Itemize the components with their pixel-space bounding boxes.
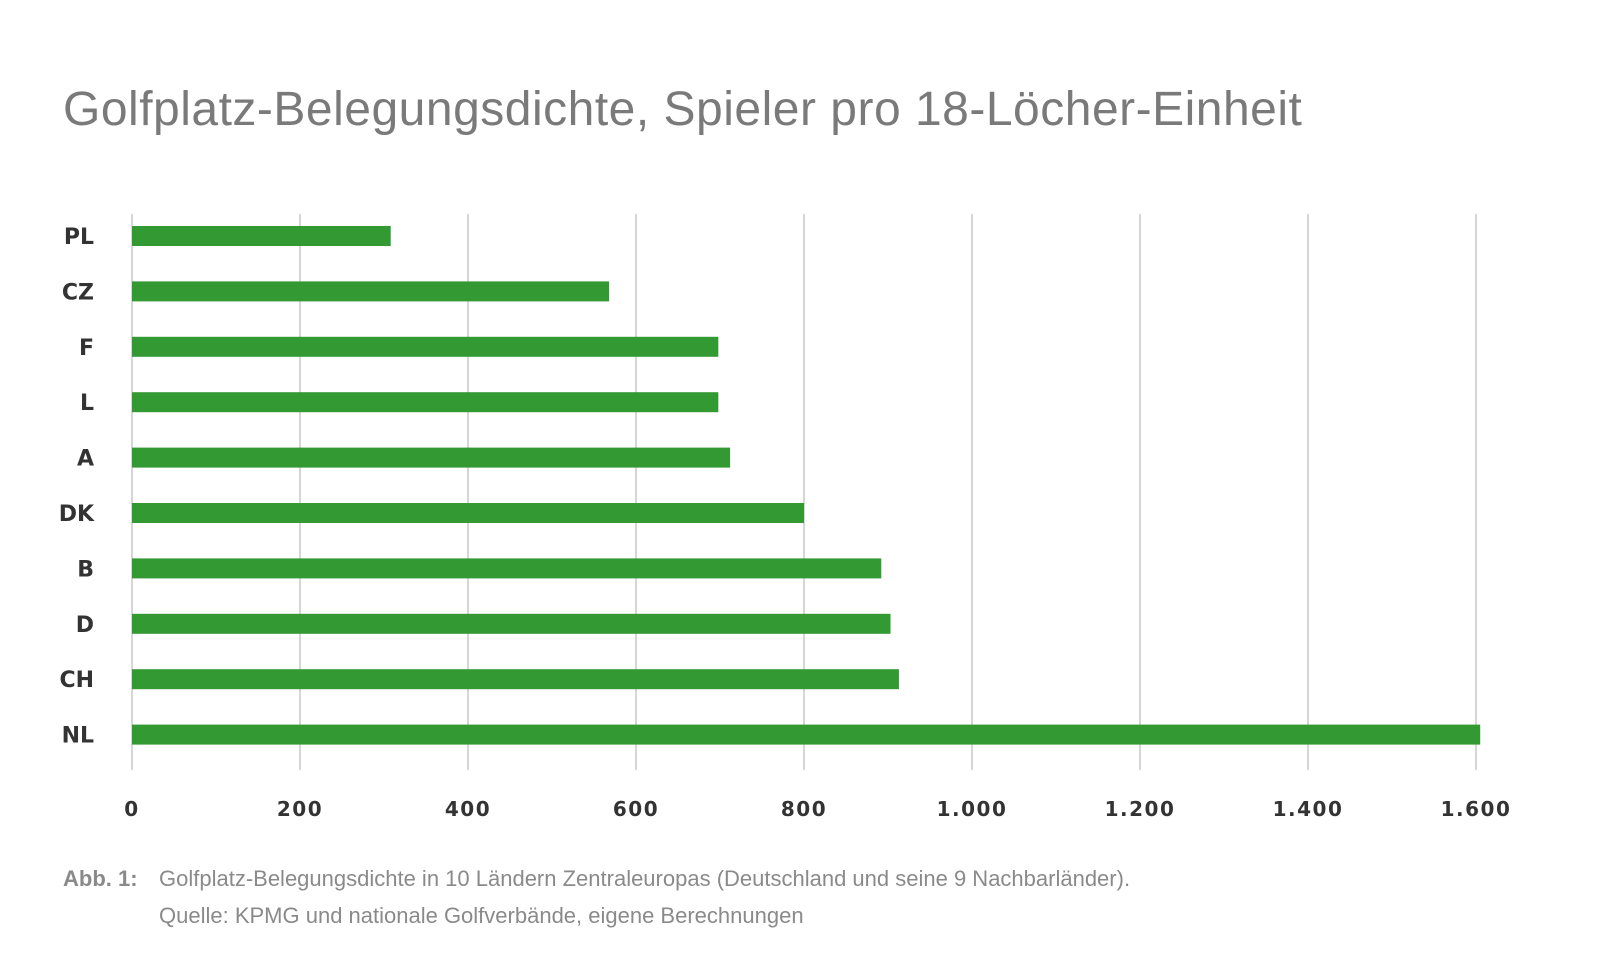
x-tick-label: 1.600 (1441, 797, 1512, 821)
category-label-ch: CH (59, 668, 94, 693)
bar-pl (132, 226, 391, 246)
category-labels: PL CZ F L A DK B D CH NL (59, 225, 95, 749)
caption-line-1: Golfplatz-Belegungsdichte in 10 Ländern … (159, 866, 1131, 891)
bar-b (132, 558, 882, 579)
x-tick-label: 1.200 (1105, 797, 1176, 821)
x-tick-label: 800 (781, 797, 827, 821)
category-label-nl: NL (62, 724, 94, 749)
x-tick-label: 400 (445, 797, 491, 821)
x-tick-label: 1.000 (937, 797, 1008, 821)
category-label-a: A (77, 447, 94, 472)
bar-l (132, 392, 719, 413)
x-tick-label: 1.400 (1273, 797, 1344, 821)
x-tick-labels: 0 200 400 600 800 1.000 1.200 1.400 1.600 (124, 797, 1512, 821)
caption-text: Golfplatz-Belegungsdichte in 10 Ländern … (159, 860, 1130, 934)
bar-a (132, 447, 731, 468)
category-label-pl: PL (64, 225, 94, 250)
caption-line-2: Quelle: KPMG und nationale Golfverbände,… (159, 903, 804, 928)
category-label-cz: CZ (62, 280, 94, 305)
category-label-b: B (77, 557, 94, 582)
bar-ch (132, 669, 899, 690)
x-tick-label: 600 (613, 797, 659, 821)
x-tick-label: 200 (277, 797, 323, 821)
bars (132, 226, 1481, 745)
bar-f (132, 336, 719, 357)
category-label-dk: DK (59, 502, 95, 527)
gridlines (131, 214, 1477, 770)
category-label-d: D (76, 613, 94, 638)
bar-d (132, 613, 891, 634)
category-label-f: F (79, 336, 94, 361)
bar-dk (132, 503, 804, 523)
x-tick-label: 0 (124, 797, 139, 821)
category-label-l: L (80, 391, 94, 416)
bar-nl (132, 724, 1481, 745)
caption-label: Abb. 1: (63, 866, 138, 891)
chart-title: Golfplatz-Belegungsdichte, Spieler pro 1… (63, 83, 1303, 136)
bar-cz (132, 281, 610, 302)
